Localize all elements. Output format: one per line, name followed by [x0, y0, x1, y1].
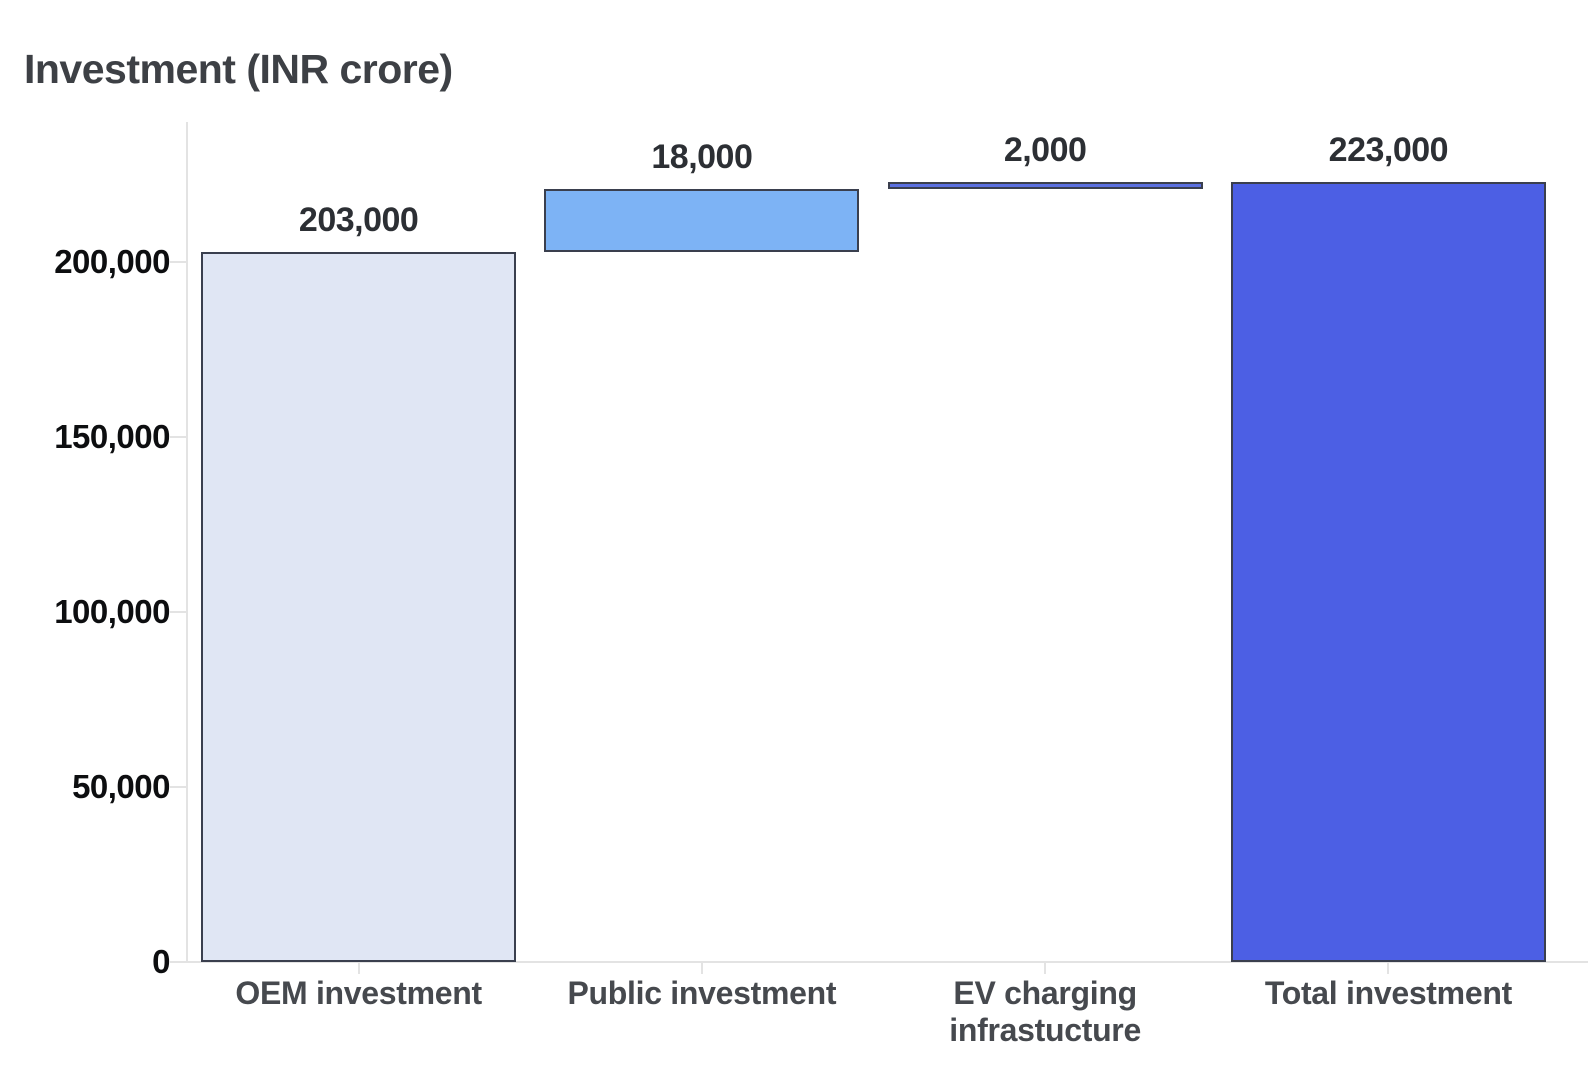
y-axis-tick-label: 0: [152, 943, 170, 980]
y-axis-line: [186, 122, 188, 962]
chart-title: Investment (INR crore): [24, 46, 453, 92]
x-axis-tick-mark: [357, 962, 360, 974]
bar-value-label: 203,000: [298, 200, 419, 239]
x-axis-tick-mark: [1387, 962, 1390, 974]
y-axis-tick-mark: [170, 261, 187, 263]
bar-total-investment: [1230, 181, 1546, 962]
x-axis-line: [186, 961, 1588, 963]
y-axis-tick-mark: [170, 961, 187, 963]
bar-value-label: 223,000: [1328, 130, 1449, 169]
bar-oem-investment: [201, 251, 517, 962]
y-axis-tick-label: 50,000: [72, 768, 170, 805]
x-axis-tick-mark: [1044, 962, 1047, 974]
x-axis-category-label: OEM investment: [235, 975, 482, 1011]
bar-public-investment: [544, 188, 860, 252]
x-axis-category-label: Total investment: [1264, 975, 1512, 1011]
x-axis-category-label: Public investment: [567, 975, 837, 1011]
y-axis-tick-label: 200,000: [54, 243, 170, 280]
x-axis-tick-mark: [700, 962, 703, 974]
y-axis-tick-label: 100,000: [54, 593, 170, 630]
y-axis-tick-mark: [170, 611, 187, 613]
bar-ev-charging-infrastucture: [887, 181, 1203, 189]
bar-value-label: 18,000: [651, 137, 753, 176]
bar-value-label: 2,000: [1003, 130, 1087, 169]
y-axis-tick-mark: [170, 786, 187, 788]
y-axis-tick-label: 150,000: [54, 418, 170, 455]
x-axis-category-label: EV charging infrastucture: [949, 975, 1141, 1048]
y-axis-tick-mark: [170, 436, 187, 438]
